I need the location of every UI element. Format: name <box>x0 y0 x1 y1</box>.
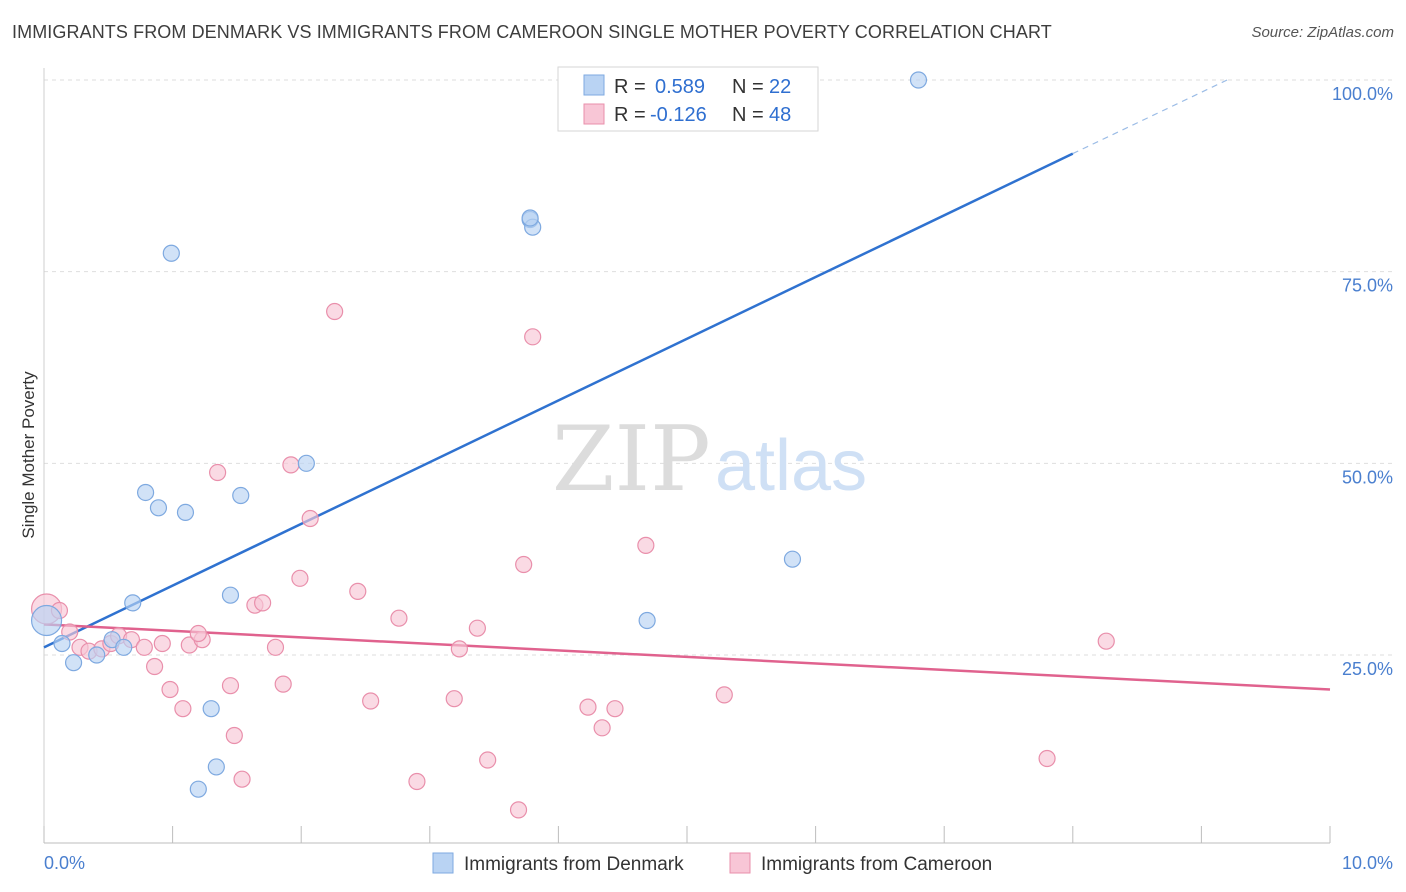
trend-line-cameroon <box>43 623 1331 691</box>
point-denmark <box>202 700 220 718</box>
point-denmark <box>297 454 315 472</box>
point-cameroon <box>189 624 207 643</box>
point-denmark <box>521 209 539 227</box>
point-denmark <box>115 638 133 656</box>
point-cameroon <box>593 719 611 737</box>
point-cameroon <box>349 582 367 600</box>
point-denmark <box>783 550 802 568</box>
legend-r-label-denmark: R = <box>614 76 646 98</box>
point-cameroon <box>1097 632 1115 650</box>
point-denmark <box>207 758 225 776</box>
legend-n-value-denmark: 22 <box>769 76 791 98</box>
point-denmark <box>53 634 71 653</box>
point-cameroon <box>225 726 243 745</box>
point-denmark <box>638 611 656 630</box>
y-tick-label: 75.0% <box>1342 276 1393 296</box>
point-cameroon <box>161 680 179 699</box>
point-denmark <box>30 604 63 637</box>
point-cameroon <box>445 690 463 708</box>
point-denmark <box>64 654 83 672</box>
bottom-legend-label-denmark: Immigrants from Denmark <box>464 854 684 875</box>
data-points <box>30 71 1115 819</box>
source-label: Source: ZipAtlas.com <box>1251 24 1394 41</box>
point-denmark <box>221 586 240 604</box>
bottom-legend: Immigrants from Denmark Immigrants from … <box>432 852 992 875</box>
y-axis-label: Single Mother Poverty <box>19 371 38 539</box>
point-denmark <box>189 780 207 798</box>
axes <box>43 68 1331 844</box>
point-cameroon <box>221 677 240 695</box>
legend-n-value-cameroon: 48 <box>769 104 791 126</box>
point-cameroon <box>135 638 153 656</box>
point-cameroon <box>715 686 733 704</box>
point-cameroon <box>450 640 468 658</box>
point-cameroon <box>274 675 292 693</box>
point-denmark <box>162 244 180 262</box>
point-cameroon <box>291 569 309 587</box>
x-tick-label: 0.0% <box>44 853 85 873</box>
point-denmark <box>88 646 106 664</box>
point-denmark <box>149 499 168 517</box>
point-cameroon <box>174 700 192 718</box>
point-cameroon <box>282 456 300 474</box>
legend-r-label-cameroon: R = <box>614 104 646 126</box>
point-cameroon <box>509 801 528 819</box>
point-cameroon <box>479 751 497 769</box>
y-tick-label: 25.0% <box>1342 659 1393 679</box>
point-cameroon <box>579 698 597 716</box>
point-cameroon <box>266 638 285 656</box>
point-cameroon <box>254 594 272 612</box>
watermark-atlas: atlas <box>715 426 867 506</box>
grid-lines <box>44 79 1395 656</box>
point-cameroon <box>408 772 426 791</box>
legend-r-value-denmark: 0.589 <box>655 76 705 98</box>
legend-box: R = 0.589 N = 22 R = -0.126 N = 48 <box>557 66 819 132</box>
x-tick-label: 10.0% <box>1342 853 1393 873</box>
point-cameroon <box>468 619 486 637</box>
legend-swatch-denmark <box>583 74 605 96</box>
legend-swatch-cameroon <box>583 103 605 125</box>
point-cameroon <box>524 328 542 346</box>
y-tick-label: 100.0% <box>1332 84 1393 104</box>
watermark: ZIP atlas <box>552 407 867 512</box>
bottom-legend-swatch-cameroon <box>729 852 751 874</box>
bottom-legend-label-cameroon: Immigrants from Cameroon <box>761 854 992 875</box>
point-cameroon <box>362 692 380 710</box>
point-cameroon <box>209 463 227 482</box>
legend-n-label-denmark: N = <box>732 76 764 98</box>
trend-line-denmark-extension <box>1072 79 1228 155</box>
tick-labels: 25.0% 50.0% 75.0% 100.0% 0.0% 10.0% <box>44 84 1393 873</box>
trend-lines <box>43 79 1331 691</box>
point-cameroon <box>515 555 533 574</box>
point-cameroon <box>153 634 171 653</box>
bottom-legend-swatch-denmark <box>432 852 454 874</box>
point-cameroon <box>606 700 624 718</box>
point-cameroon <box>233 770 251 788</box>
point-cameroon <box>637 536 655 554</box>
point-denmark <box>909 71 928 89</box>
point-denmark <box>136 483 155 502</box>
chart-title: IMMIGRANTS FROM DENMARK VS IMMIGRANTS FR… <box>12 22 1052 42</box>
point-cameroon <box>1038 749 1056 768</box>
y-tick-label: 50.0% <box>1342 467 1393 487</box>
point-cameroon <box>145 657 164 676</box>
point-cameroon <box>326 302 344 321</box>
watermark-zip: ZIP <box>552 407 711 512</box>
legend-n-label-cameroon: N = <box>732 104 764 126</box>
point-denmark <box>124 594 142 612</box>
point-cameroon <box>301 509 319 528</box>
point-denmark <box>232 486 250 505</box>
trend-line-denmark <box>43 152 1074 649</box>
legend-r-value-cameroon: -0.126 <box>650 104 707 126</box>
point-cameroon <box>390 609 408 627</box>
point-denmark <box>176 503 195 522</box>
